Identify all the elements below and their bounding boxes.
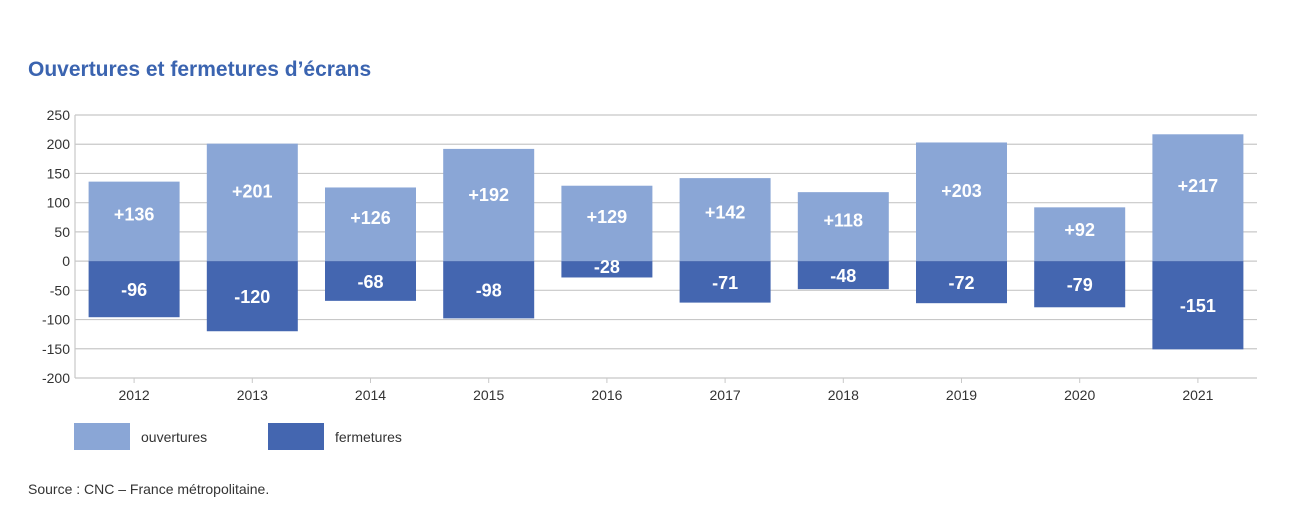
bar-fermetures-2018 [797,261,889,290]
x-tick-label: 2018 [828,387,859,403]
bar-fermetures-2013 [206,261,298,332]
y-tick-label: 250 [47,107,71,123]
legend-label-fermetures: fermetures [335,429,402,445]
data-label-ouvertures: +118 [824,211,864,231]
data-label-fermetures: -71 [712,273,738,293]
x-tick-label: 2020 [1064,387,1095,403]
legend-swatch-fermetures [268,423,324,450]
data-labels: +136 -96 +201 -120 +126 -68 +192 -98 +129 -28 +142… [114,176,1218,316]
y-tick-label: 0 [62,253,70,269]
data-label-ouvertures: +92 [1064,220,1095,240]
axes: 250 200 150 100 50 0 -50 -100 -150 -200 2012 2013 20… [42,107,1214,403]
bar-ouvertures-2020 [1034,207,1126,262]
bar-ouvertures-2017 [679,178,771,262]
bar-fermetures-2017 [679,261,771,303]
data-label-fermetures: -120 [234,287,270,307]
data-label-ouvertures: +129 [587,207,628,227]
bar-fermetures-2016 [561,261,653,278]
bar-ouvertures-2013 [206,143,298,262]
data-label-fermetures: -48 [830,266,856,286]
y-tick-label: -150 [42,341,70,357]
x-tick-label: 2012 [119,387,150,403]
legend: ouvertures fermetures [74,423,402,450]
y-tick-label: -200 [42,370,70,386]
x-tick-label: 2017 [710,387,741,403]
bar-fermetures-2012 [88,261,180,318]
legend-swatch-ouvertures [74,423,130,450]
data-label-fermetures: -79 [1067,275,1093,295]
bar-ouvertures-2014 [325,187,416,262]
legend-label-ouvertures: ouvertures [141,429,207,445]
bar-ouvertures-2012 [88,181,180,262]
y-tick-label: 150 [47,165,71,181]
bar-fermetures-2014 [325,261,416,301]
bar-fermetures-2020 [1034,261,1126,308]
bar-ouvertures-2016 [561,185,653,262]
y-tick-label: -50 [50,282,70,298]
x-tick-label: 2014 [355,387,386,403]
data-label-ouvertures: +201 [232,182,273,202]
bar-fermetures-2019 [916,261,1007,304]
data-label-fermetures: -96 [121,280,147,300]
data-label-fermetures: -72 [948,273,974,293]
data-label-fermetures: -151 [1180,296,1216,316]
data-label-ouvertures: +217 [1178,176,1219,196]
data-label-ouvertures: +126 [350,208,391,228]
x-tick-label: 2021 [1182,387,1213,403]
data-label-fermetures: -28 [594,257,620,277]
chart-title: Ouvertures et fermetures d’écrans [28,58,372,81]
data-label-fermetures: -98 [476,281,502,301]
bar-ouvertures-2015 [443,148,535,262]
y-tick-label: 200 [47,136,71,152]
source-note: Source : CNC – France métropolitaine. [28,481,270,497]
x-tick-label: 2016 [591,387,622,403]
bar-ouvertures-2021 [1152,134,1244,262]
bar-fermetures-2021 [1152,261,1244,350]
y-tick-label: -100 [42,312,70,328]
bar-ouvertures-2018 [797,192,889,262]
bar-chart: 250 200 150 100 50 0 -50 -100 -150 -200 2012 2013 20… [42,107,1257,450]
bar-ouvertures-2019 [916,142,1007,262]
data-label-ouvertures: +203 [941,181,982,201]
y-tick-label: 100 [47,195,71,211]
bar-fermetures-2015 [443,261,535,319]
x-tick-label: 2015 [473,387,504,403]
data-label-ouvertures: +142 [705,202,746,222]
y-tick-label: 50 [54,224,70,240]
x-tick-label: 2013 [237,387,268,403]
data-label-ouvertures: +136 [114,204,155,224]
bars [88,134,1244,350]
data-label-ouvertures: +192 [468,185,509,205]
x-tick-label: 2019 [946,387,977,403]
data-label-fermetures: -68 [357,272,383,292]
